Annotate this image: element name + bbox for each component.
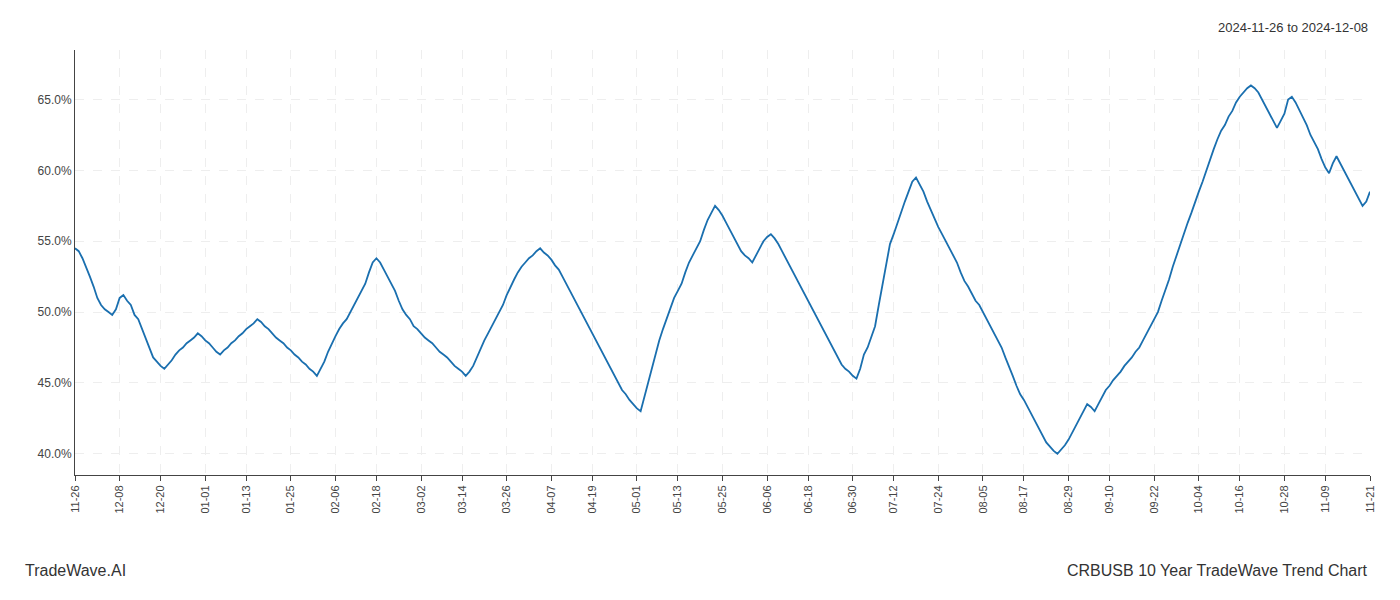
svg-text:12-08: 12-08 (113, 485, 125, 513)
svg-text:11-26: 11-26 (69, 485, 81, 512)
svg-text:08-29: 08-29 (1062, 485, 1074, 513)
svg-text:03-02: 03-02 (415, 485, 427, 513)
svg-text:06-18: 06-18 (802, 485, 814, 513)
svg-text:06-06: 06-06 (761, 485, 773, 513)
svg-text:06-30: 06-30 (846, 485, 858, 513)
svg-text:03-26: 03-26 (500, 485, 512, 513)
svg-text:02-06: 02-06 (329, 485, 341, 513)
svg-text:07-24: 07-24 (932, 485, 944, 513)
svg-text:08-17: 08-17 (1017, 485, 1029, 513)
svg-text:10-16: 10-16 (1233, 485, 1245, 513)
svg-text:11-21: 11-21 (1364, 485, 1376, 512)
svg-text:2024-11-26 to 2024-12-08: 2024-11-26 to 2024-12-08 (1218, 20, 1368, 35)
svg-text:07-12: 07-12 (887, 485, 899, 513)
svg-text:10-28: 10-28 (1278, 485, 1290, 513)
svg-text:01-01: 01-01 (199, 485, 211, 513)
svg-text:10-04: 10-04 (1192, 485, 1204, 513)
svg-text:11-09: 11-09 (1319, 485, 1331, 512)
svg-text:02-18: 02-18 (370, 485, 382, 513)
svg-text:60.0%: 60.0% (38, 164, 72, 178)
svg-text:55.0%: 55.0% (38, 234, 72, 248)
svg-text:65.0%: 65.0% (38, 93, 72, 107)
svg-text:03-14: 03-14 (456, 485, 468, 513)
svg-text:05-25: 05-25 (716, 485, 728, 513)
svg-text:01-25: 01-25 (284, 485, 296, 513)
svg-text:08-05: 08-05 (977, 485, 989, 513)
svg-text:04-07: 04-07 (545, 485, 557, 513)
svg-text:TradeWave.AI: TradeWave.AI (25, 562, 126, 579)
svg-text:CRBUSB 10 Year TradeWave Trend: CRBUSB 10 Year TradeWave Trend Chart (1067, 562, 1368, 579)
svg-text:05-01: 05-01 (630, 485, 642, 513)
svg-text:50.0%: 50.0% (38, 305, 72, 319)
svg-text:09-10: 09-10 (1103, 485, 1115, 513)
svg-text:45.0%: 45.0% (38, 376, 72, 390)
svg-text:01-13: 01-13 (240, 485, 252, 513)
svg-text:04-19: 04-19 (586, 485, 598, 513)
svg-text:05-13: 05-13 (671, 485, 683, 513)
svg-text:40.0%: 40.0% (38, 447, 72, 461)
svg-text:09-22: 09-22 (1148, 485, 1160, 513)
svg-text:12-20: 12-20 (154, 485, 166, 513)
